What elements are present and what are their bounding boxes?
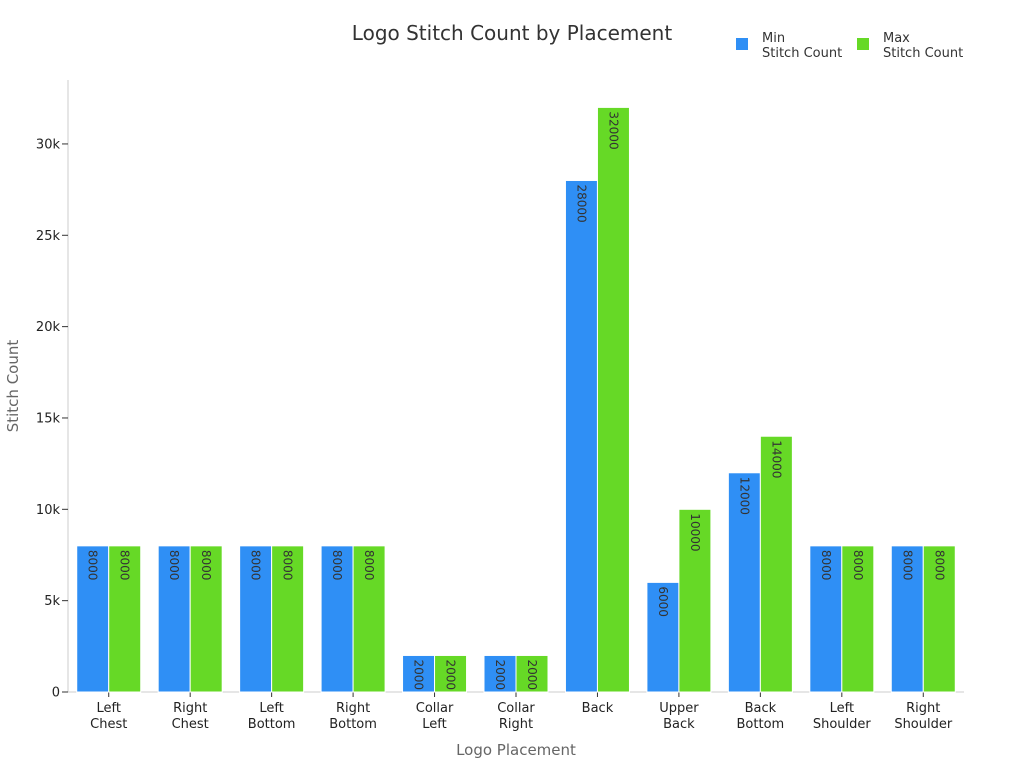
data-label: 8000 [362, 550, 376, 581]
data-label: 6000 [656, 586, 670, 617]
x-tick-label: Right Chest [172, 701, 209, 732]
legend[interactable]: Min Stitch Count Max Stitch Count [736, 31, 963, 61]
legend-swatch [736, 38, 748, 50]
data-label: 2000 [444, 659, 458, 690]
bar[interactable] [922, 545, 956, 693]
data-label: 28000 [574, 184, 588, 222]
legend-item[interactable]: Max Stitch Count [857, 31, 963, 61]
x-tick-label: Collar Left [416, 701, 454, 732]
x-tick-label: Back Bottom [737, 701, 785, 732]
bar[interactable] [352, 545, 386, 693]
data-label: 8000 [281, 550, 295, 581]
x-tick-label: Back [582, 701, 614, 716]
legend-label: Max Stitch Count [883, 31, 963, 61]
data-label: 8000 [199, 550, 213, 581]
bar[interactable] [727, 472, 761, 693]
bar[interactable] [841, 545, 875, 693]
bar[interactable] [108, 545, 142, 693]
x-axis-title: Logo Placement [456, 741, 576, 759]
data-label: 2000 [493, 659, 507, 690]
legend-item[interactable]: Min Stitch Count [736, 31, 842, 61]
y-tick-label: 25k [36, 229, 61, 244]
bar[interactable] [239, 545, 273, 693]
bar[interactable] [890, 545, 924, 693]
legend-swatch [857, 38, 869, 50]
data-label: 8000 [851, 550, 865, 581]
data-label: 8000 [86, 550, 100, 581]
x-tick-label: Collar Right [497, 701, 535, 732]
bar[interactable] [564, 179, 598, 693]
bar[interactable] [646, 581, 680, 693]
data-label: 8000 [167, 550, 181, 581]
data-label: 2000 [525, 659, 539, 690]
x-tick-label: Left Chest [90, 701, 127, 732]
bar[interactable] [678, 508, 712, 693]
y-tick-label: 15k [36, 411, 61, 426]
x-tick-label: Left Shoulder [813, 701, 872, 732]
x-tick-label: Right Bottom [329, 701, 377, 732]
y-tick-label: 10k [36, 503, 61, 518]
bar[interactable] [515, 654, 549, 693]
bar[interactable] [402, 654, 436, 693]
bar[interactable] [434, 654, 468, 693]
y-tick-label: 5k [44, 594, 60, 609]
data-label: 8000 [932, 550, 946, 581]
y-tick-label: 20k [36, 320, 61, 335]
bar[interactable] [271, 545, 305, 693]
bar[interactable] [596, 106, 630, 693]
legend-label: Min Stitch Count [762, 31, 842, 61]
bar[interactable] [809, 545, 843, 693]
data-label: 2000 [412, 659, 426, 690]
x-tick-label: Left Bottom [248, 701, 296, 732]
chart-title: Logo Stitch Count by Placement [352, 21, 673, 45]
data-label: 12000 [737, 477, 751, 515]
y-axis-title: Stitch Count [4, 340, 22, 433]
data-label: 8000 [118, 550, 132, 581]
bar[interactable] [157, 545, 191, 693]
data-label: 32000 [606, 111, 620, 149]
bar[interactable] [759, 435, 793, 693]
bars: 8000 8000 8000 8000 8000 8000 8000 8000 2000 2000… [76, 106, 956, 693]
y-tick-label: 30k [36, 137, 61, 152]
x-tick-label: Right Shoulder [894, 701, 953, 732]
data-label: 8000 [819, 550, 833, 581]
x-tick-label: Upper Back [659, 701, 699, 732]
data-label: 14000 [769, 440, 783, 478]
bar[interactable] [483, 654, 517, 693]
data-label: 8000 [249, 550, 263, 581]
data-label: 8000 [900, 550, 914, 581]
data-label: 10000 [688, 513, 702, 551]
data-label: 8000 [330, 550, 344, 581]
bar[interactable] [189, 545, 223, 693]
axes: 0 5k 10k 15k 20k 25k 30k Left Chest Right Chest Lef… [36, 80, 964, 732]
y-tick-label: 0 [52, 686, 60, 701]
